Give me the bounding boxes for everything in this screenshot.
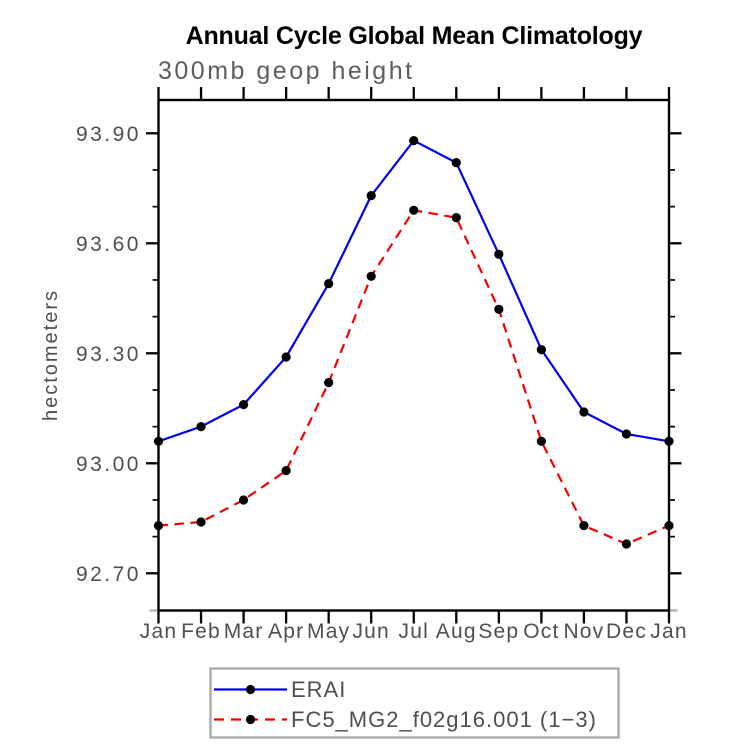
- data-point-marker: [494, 249, 504, 259]
- data-point-marker: [621, 429, 632, 439]
- data-point-marker: [579, 407, 589, 417]
- x-tick-label: Oct: [523, 620, 559, 643]
- y-tick-label: 93.00: [76, 453, 141, 476]
- data-point-marker: [579, 521, 589, 531]
- legend-item-fc5: FC5_MG2_f02g16.001 (1−3): [214, 707, 597, 732]
- legend-label-erai: ERAI: [291, 677, 346, 702]
- plot-frame: [149, 98, 678, 612]
- legend-item-erai: ERAI: [214, 677, 346, 702]
- series-line: [158, 139, 670, 443]
- data-point-marker: [238, 400, 249, 410]
- data-point-marker: [451, 158, 461, 168]
- x-tick-label: Mar: [224, 620, 264, 643]
- y-tick-label: 93.30: [76, 343, 141, 366]
- data-point-marker: [536, 436, 546, 446]
- x-tick-label: Jul: [399, 620, 429, 643]
- y-tick-label: 93.90: [76, 123, 141, 146]
- x-tick-label: Sep: [478, 620, 519, 643]
- y-axis-label: hectometers: [40, 289, 62, 421]
- x-tick-label: Apr: [268, 620, 304, 643]
- data-point-marker: [409, 136, 419, 146]
- legend: ERAI FC5_MG2_f02g16.001 (1−3): [209, 667, 620, 739]
- data-point-marker: [366, 271, 376, 281]
- series-erai: [153, 136, 674, 446]
- data-point-marker: [281, 466, 291, 476]
- x-tick-label: Aug: [436, 620, 477, 643]
- legend-label-fc5: FC5_MG2_f02g16.001 (1−3): [291, 707, 597, 732]
- data-point-marker: [451, 213, 461, 223]
- series-fc5: [153, 205, 674, 549]
- legend-box: [209, 667, 620, 739]
- data-point-marker: [324, 378, 334, 388]
- plot-border: [157, 98, 671, 612]
- data-point-marker: [196, 422, 206, 432]
- data-point-marker: [324, 279, 334, 289]
- data-point-marker: [238, 495, 249, 505]
- data-point-marker: [664, 521, 674, 531]
- x-tick-label: Nov: [563, 620, 604, 643]
- data-series: [153, 136, 674, 549]
- legend-marker-erai: [245, 684, 256, 695]
- data-point-marker: [409, 205, 419, 215]
- x-tick-label: Jan: [140, 620, 177, 643]
- x-tick-label: Jun: [352, 620, 389, 643]
- x-tick-label: Jan: [650, 620, 687, 643]
- axis-ticks: [146, 87, 682, 624]
- chart-title: Annual Cycle Global Mean Climatology: [186, 22, 643, 50]
- data-point-marker: [281, 352, 291, 362]
- data-point-marker: [494, 304, 504, 314]
- data-point-marker: [153, 436, 164, 446]
- y-tick-label: 93.60: [76, 233, 141, 256]
- data-point-marker: [536, 345, 546, 355]
- x-tick-label: Dec: [606, 620, 647, 643]
- data-point-marker: [366, 191, 376, 201]
- data-point-marker: [196, 517, 206, 527]
- y-tick-label: 92.70: [76, 563, 141, 586]
- data-point-marker: [621, 539, 632, 549]
- data-point-marker: [664, 436, 674, 446]
- legend-marker-fc5: [245, 714, 256, 725]
- data-point-marker: [153, 521, 164, 531]
- series-line: [158, 209, 670, 546]
- chart-subtitle: 300mb geop height: [158, 57, 415, 85]
- x-tick-label: Feb: [181, 620, 221, 643]
- x-tick-label: May: [307, 620, 350, 643]
